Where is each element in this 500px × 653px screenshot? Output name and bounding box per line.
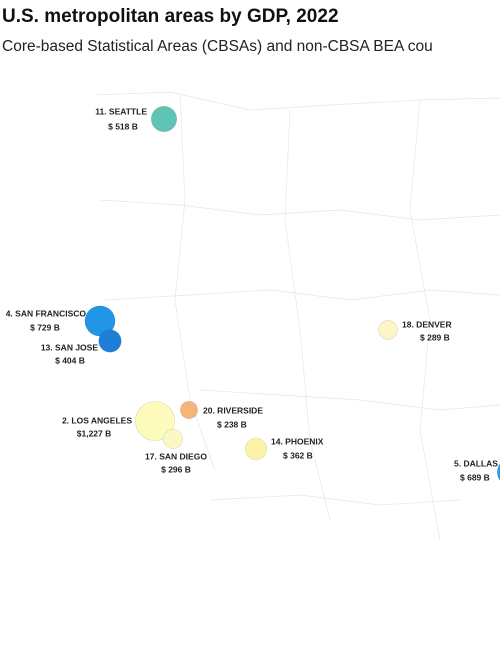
area-value: $ 689 B bbox=[460, 472, 490, 482]
area-value: $1,227 B bbox=[77, 428, 112, 438]
area-value: $ 404 B bbox=[55, 355, 85, 365]
area-value: $ 289 B bbox=[420, 332, 450, 342]
bubbles bbox=[84, 105, 500, 481]
area-value: $ 296 B bbox=[161, 464, 191, 474]
area-value: $ 362 B bbox=[283, 450, 313, 460]
area-name: 14. PHOENIX bbox=[271, 436, 324, 446]
bubble bbox=[180, 401, 198, 419]
area-name: 2. LOS ANGELES bbox=[62, 415, 132, 425]
area-name: 18. DENVER bbox=[402, 319, 452, 329]
bubble bbox=[135, 401, 175, 441]
subtitle: Core-based Statistical Areas (CBSAs) and… bbox=[2, 38, 433, 55]
county-borders bbox=[94, 91, 500, 541]
bubble bbox=[378, 320, 398, 340]
bubble bbox=[98, 329, 122, 353]
bubble bbox=[163, 429, 183, 449]
bubble bbox=[150, 105, 178, 133]
area-value: $ 238 B bbox=[217, 419, 247, 429]
bubble bbox=[497, 463, 500, 481]
area-value: $ 518 B bbox=[108, 121, 138, 131]
title: U.S. metropolitan areas by GDP, 2022 bbox=[2, 6, 339, 27]
area-name: 20. RIVERSIDE bbox=[203, 405, 263, 415]
area-name: 11. SEATTLE bbox=[95, 106, 147, 116]
area-value: $ 729 B bbox=[30, 322, 60, 332]
area-name: 17. SAN DIEGO bbox=[145, 451, 207, 461]
area-name: 13. SAN JOSE bbox=[41, 342, 98, 352]
bubble bbox=[245, 438, 267, 460]
area-name: 5. DALLAS bbox=[454, 458, 498, 468]
area-name: 4. SAN FRANCISCO bbox=[6, 308, 87, 318]
